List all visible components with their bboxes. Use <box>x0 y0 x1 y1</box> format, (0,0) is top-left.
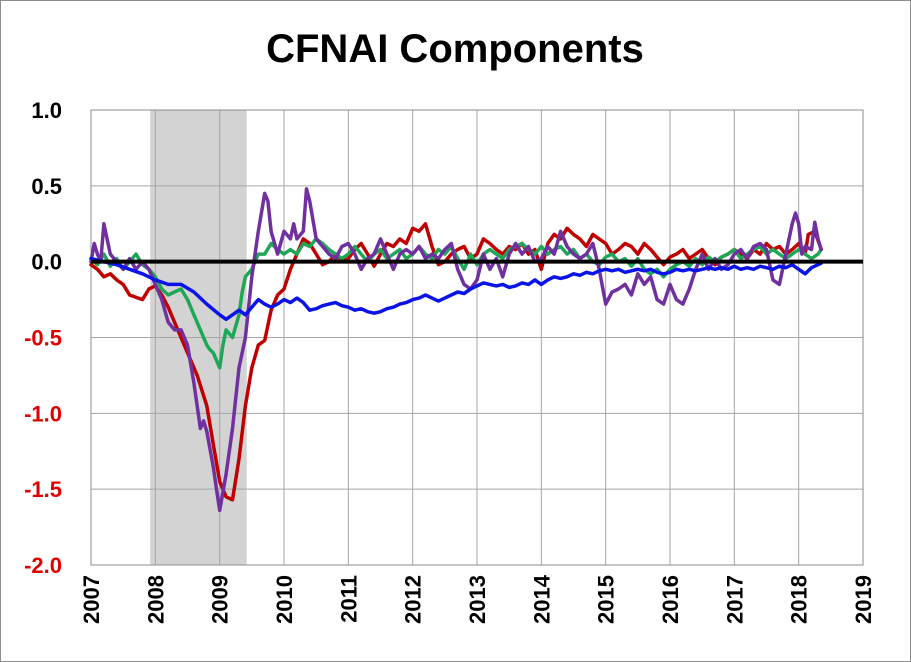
x-tick-label: 2015 <box>594 575 619 624</box>
y-tick-label: -2.0 <box>24 553 62 578</box>
x-tick-label: 2008 <box>143 575 168 624</box>
x-tick-label: 2017 <box>722 575 747 624</box>
y-tick-label: -1.0 <box>24 401 62 426</box>
x-tick-label: 2009 <box>208 575 233 624</box>
y-tick-label: -0.5 <box>24 326 62 351</box>
y-tick-label: 1.0 <box>31 98 62 123</box>
y-tick-label: 0.5 <box>31 174 62 199</box>
plot-area: 1.0 0.5 0.0 -0.5 -1.0 -1.5 -2.0 2007 2008 2009 201… <box>24 98 876 624</box>
series-line-4 <box>89 256 823 322</box>
x-tick-label: 2013 <box>465 575 490 624</box>
x-tick-label: 2018 <box>787 575 812 624</box>
x-tick-label: 2016 <box>658 575 683 624</box>
x-tick-label: 2019 <box>851 575 876 624</box>
plot-border <box>90 109 864 566</box>
y-tick-label: -1.5 <box>24 477 62 502</box>
series-line-1 <box>89 222 823 502</box>
x-tick-label: 2007 <box>79 575 104 624</box>
x-tick-label: 2011 <box>336 575 361 623</box>
x-tick-label: 2010 <box>272 575 297 624</box>
x-tick-label: 2012 <box>401 575 426 624</box>
y-tick-label: 0.0 <box>31 250 62 275</box>
x-tick-label: 2014 <box>529 574 554 624</box>
chart-title: CFNAI Components <box>266 27 644 71</box>
